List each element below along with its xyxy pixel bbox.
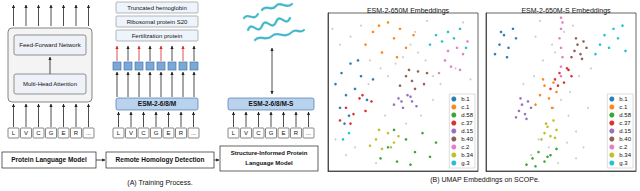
svg-text:Feed-Forward Network: Feed-Forward Network bbox=[19, 42, 81, 48]
svg-text:G: G bbox=[49, 130, 54, 136]
svg-text:b.1: b.1 bbox=[619, 96, 628, 102]
svg-text:C: C bbox=[36, 130, 41, 136]
svg-text:V: V bbox=[24, 130, 28, 136]
svg-text:(A) Training Process.: (A) Training Process. bbox=[127, 179, 192, 187]
svg-text:...: ... bbox=[191, 130, 196, 136]
svg-text:Remote Homology Detection: Remote Homology Detection bbox=[116, 156, 205, 164]
svg-text:b.40: b.40 bbox=[461, 136, 473, 142]
svg-text:Ribosomal protein S20: Ribosomal protein S20 bbox=[127, 19, 188, 25]
svg-text:c.37: c.37 bbox=[461, 120, 473, 126]
svg-text:C: C bbox=[141, 130, 146, 136]
svg-text:L: L bbox=[117, 130, 121, 136]
svg-text:b.40: b.40 bbox=[619, 136, 631, 142]
svg-text:G: G bbox=[154, 130, 159, 136]
svg-text:c.37: c.37 bbox=[619, 120, 631, 126]
svg-text:b.1: b.1 bbox=[461, 96, 470, 102]
svg-text:...: ... bbox=[86, 130, 91, 136]
svg-text:Fertilization protein: Fertilization protein bbox=[132, 33, 183, 39]
svg-text:(B) UMAP Embeddings on SCOPe.: (B) UMAP Embeddings on SCOPe. bbox=[430, 176, 540, 184]
svg-text:R: R bbox=[179, 130, 184, 136]
svg-text:...: ... bbox=[306, 130, 311, 136]
svg-text:d.58: d.58 bbox=[619, 112, 631, 118]
svg-text:V: V bbox=[244, 130, 248, 136]
svg-text:L: L bbox=[12, 130, 16, 136]
svg-text:c.2: c.2 bbox=[461, 144, 470, 150]
svg-text:b.34: b.34 bbox=[461, 152, 473, 158]
svg-text:c.1: c.1 bbox=[461, 104, 470, 110]
svg-text:Language Model: Language Model bbox=[245, 160, 293, 166]
svg-text:ESM-2-650M Embeddings: ESM-2-650M Embeddings bbox=[367, 7, 450, 15]
svg-text:d.58: d.58 bbox=[461, 112, 473, 118]
svg-text:C: C bbox=[256, 130, 261, 136]
svg-text:g.3: g.3 bbox=[619, 160, 628, 166]
svg-text:ESM-2-650M-S Embeddings: ESM-2-650M-S Embeddings bbox=[521, 7, 611, 15]
svg-text:R: R bbox=[294, 130, 299, 136]
svg-text:E: E bbox=[61, 130, 65, 136]
svg-text:L: L bbox=[232, 130, 236, 136]
svg-text:G: G bbox=[269, 130, 274, 136]
svg-text:E: E bbox=[166, 130, 170, 136]
svg-text:g.3: g.3 bbox=[461, 160, 470, 166]
svg-text:Multi-Head Attention: Multi-Head Attention bbox=[23, 81, 77, 87]
svg-text:c.1: c.1 bbox=[619, 104, 628, 110]
svg-text:c.2: c.2 bbox=[619, 144, 628, 150]
svg-text:d.15: d.15 bbox=[461, 128, 473, 134]
svg-text:ESM-2-6/8/M-S: ESM-2-6/8/M-S bbox=[249, 100, 294, 107]
svg-text:Structure-Informed Protein: Structure-Informed Protein bbox=[231, 150, 308, 156]
svg-text:V: V bbox=[129, 130, 133, 136]
svg-text:b.34: b.34 bbox=[619, 152, 631, 158]
svg-text:Truncated hemoglobin: Truncated hemoglobin bbox=[127, 5, 186, 11]
svg-text:E: E bbox=[281, 130, 285, 136]
svg-text:d.15: d.15 bbox=[619, 128, 631, 134]
svg-text:Protein Language Model: Protein Language Model bbox=[11, 156, 87, 164]
svg-text:ESM-2-6/8/M: ESM-2-6/8/M bbox=[138, 100, 176, 107]
svg-text:R: R bbox=[74, 130, 79, 136]
